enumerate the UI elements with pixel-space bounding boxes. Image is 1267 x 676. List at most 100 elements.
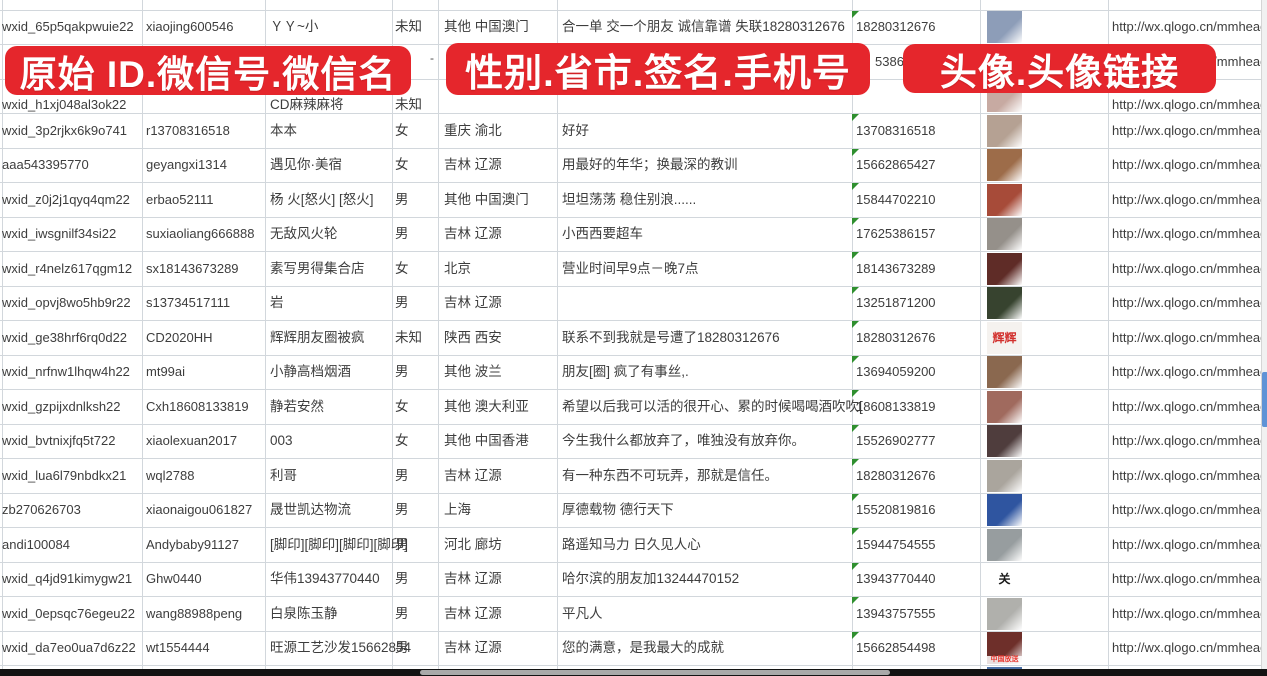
phone-cell[interactable]: 13251871200 — [852, 286, 980, 321]
phone-cell[interactable]: 15844702210 — [852, 183, 980, 217]
signature-cell[interactable]: 小西西要超车 — [557, 218, 852, 252]
signature-cell[interactable]: 哈尔滨的朋友加13244470152 — [557, 563, 852, 597]
avatar-cell[interactable] — [980, 114, 1108, 148]
signature-cell[interactable]: 今生我什么都放弃了，唯独没有放弃你。 — [557, 425, 852, 459]
phone-cell[interactable]: 13943757555 — [852, 597, 980, 631]
phone-cell[interactable]: 13708316518 — [852, 114, 980, 148]
original-id-cell[interactable]: wxid_3p2rjkx6k9o741 — [0, 114, 142, 148]
avatar-url-cell[interactable]: http://wx.qlogo.cn/mmhead — [1108, 494, 1267, 528]
wechat-name-cell[interactable]: 华伟13943770440 — [265, 563, 392, 597]
avatar-cell[interactable] — [980, 425, 1108, 459]
original-id-cell[interactable]: andi100084 — [0, 528, 142, 562]
avatar-url-cell[interactable]: http://wx.qlogo.cn/mmhead — [1108, 80, 1267, 115]
vertical-scrollbar[interactable] — [1261, 0, 1267, 669]
wechat-name-cell[interactable]: 旺源工艺沙发15662854 — [265, 632, 411, 666]
phone-cell[interactable]: 15662854498 — [852, 631, 980, 666]
wechat-id-cell[interactable]: xiaolexuan2017 — [142, 425, 265, 459]
avatar-image[interactable] — [987, 356, 1022, 389]
gender-cell[interactable]: 未知 — [392, 321, 438, 355]
avatar-cell[interactable] — [980, 390, 1108, 424]
gender-cell[interactable]: 男 — [392, 356, 438, 390]
gender-cell[interactable]: 男 — [392, 563, 438, 597]
avatar-url-cell[interactable]: http://wx.qlogo.cn/mmhead — [1108, 597, 1267, 631]
wechat-id-cell[interactable]: wql2788 — [142, 459, 265, 493]
wechat-id-cell[interactable]: geyangxi1314 — [142, 149, 265, 183]
original-id-cell[interactable]: wxid_nrfnw1lhqw4h22 — [0, 356, 142, 390]
gender-cell[interactable]: 未知 — [392, 80, 438, 115]
signature-cell[interactable]: 平凡人 — [557, 597, 852, 631]
avatar-url-cell[interactable]: http://wx.qlogo.cn/mmhead — [1108, 321, 1267, 355]
region-cell[interactable]: 重庆 渝北 — [438, 114, 557, 148]
signature-cell[interactable]: 厚德载物 德行天下 — [557, 494, 852, 528]
wechat-name-cell[interactable]: 素写男得集合店 — [265, 252, 392, 286]
avatar-cell[interactable] — [980, 597, 1108, 631]
wechat-id-cell[interactable]: Cxh18608133819 — [142, 390, 265, 424]
avatar-cell[interactable] — [980, 459, 1108, 493]
region-cell[interactable]: 其他 中国澳门 — [438, 11, 557, 45]
signature-cell[interactable]: 用最好的年华；换最深的教训 — [557, 149, 852, 183]
wechat-name-cell[interactable]: 无敌风火轮 — [265, 218, 392, 252]
wechat-name-cell[interactable]: 晟世凯达物流 — [265, 494, 392, 528]
wechat-id-cell[interactable]: r13708316518 — [142, 114, 265, 148]
gender-cell[interactable]: 男 — [392, 459, 438, 493]
phone-cell[interactable]: 18280312676 — [852, 459, 980, 493]
wechat-id-cell[interactable]: mt99ai — [142, 356, 265, 390]
avatar-cell[interactable] — [980, 149, 1108, 183]
phone-cell[interactable]: 18608133819 — [852, 390, 980, 424]
original-id-cell[interactable]: wxid_gzpijxdnlksh22 — [0, 390, 142, 424]
wechat-id-cell[interactable]: erbao52111 — [142, 183, 265, 217]
avatar-url-cell[interactable]: http://wx.qlogo.cn/mmhead — [1108, 425, 1267, 459]
original-id-cell[interactable]: wxid_r4nelz617qgm12 — [0, 252, 142, 286]
avatar-url-cell[interactable]: http://wx.qlogo.cn/mmhead — [1108, 287, 1267, 321]
original-id-cell[interactable]: wxid_da7eo0ua7d6z22 — [0, 632, 142, 666]
phone-cell[interactable]: 13943770440 — [852, 562, 980, 597]
avatar-cell[interactable] — [980, 356, 1108, 390]
original-id-cell[interactable]: wxid_lua6l79nbdkx21 — [0, 459, 142, 493]
avatar-url-cell[interactable]: http://wx.qlogo.cn/mmhead — [1108, 183, 1267, 217]
gender-cell[interactable]: 男 — [392, 632, 438, 666]
region-cell[interactable]: 吉林 辽源 — [438, 597, 557, 631]
signature-cell[interactable]: 有一种东西不可玩弄，那就是信任。 — [557, 459, 852, 493]
horizontal-scrollbar-thumb[interactable] — [420, 670, 890, 675]
gender-cell[interactable]: 男 — [392, 528, 438, 562]
phone-cell[interactable]: 13694059200 — [852, 355, 980, 390]
original-id-cell[interactable]: wxid_q4jd91kimygw21 — [0, 563, 142, 597]
avatar-image[interactable]: 中国放送 — [987, 632, 1022, 665]
gender-cell[interactable]: 男 — [392, 287, 438, 321]
region-cell[interactable]: 其他 中国香港 — [438, 425, 557, 459]
avatar-url-cell[interactable]: http://wx.qlogo.cn/mmhead, — [1108, 632, 1267, 666]
wechat-name-cell[interactable]: [脚印][脚印][脚印][脚印] — [265, 528, 408, 562]
wechat-name-cell[interactable]: ＹＹ~小 — [265, 11, 392, 45]
avatar-url-cell[interactable]: http://wx.qlogo.cn/mmhead — [1108, 252, 1267, 286]
region-cell[interactable]: 其他 澳大利亚 — [438, 390, 557, 424]
wechat-name-cell[interactable]: 遇见你·美宿 — [265, 149, 392, 183]
avatar-cell[interactable]: 中国放送 — [980, 632, 1108, 666]
avatar-image[interactable] — [987, 183, 1022, 216]
wechat-id-cell[interactable]: xiaonaigou061827 — [142, 494, 265, 528]
wechat-name-cell[interactable]: 辉辉朋友圈被疯 — [265, 321, 392, 355]
avatar-cell[interactable]: 辉辉 — [980, 321, 1108, 355]
signature-cell[interactable]: 您的满意，是我最大的成就 — [557, 632, 852, 666]
phone-cell[interactable]: 18280312676 — [852, 321, 980, 355]
gender-cell[interactable]: 男 — [392, 494, 438, 528]
avatar-url-cell[interactable]: http://wx.qlogo.cn/mmhead — [1108, 149, 1267, 183]
signature-cell[interactable]: 朋友[圈] 疯了有事丝,. — [557, 356, 852, 390]
region-cell[interactable]: 河北 廊坊 — [438, 528, 557, 562]
signature-cell[interactable]: 联系不到我就是号遭了18280312676 — [557, 321, 852, 355]
avatar-cell[interactable] — [980, 528, 1108, 562]
avatar-image[interactable] — [987, 218, 1022, 251]
avatar-image[interactable] — [987, 252, 1022, 285]
region-cell[interactable]: 吉林 辽源 — [438, 563, 557, 597]
wechat-name-cell[interactable]: 利哥 — [265, 459, 392, 493]
avatar-image[interactable] — [987, 149, 1022, 182]
wechat-id-cell[interactable]: xiaojing600546 — [142, 11, 265, 45]
region-cell[interactable]: 吉林 辽源 — [438, 149, 557, 183]
original-id-cell[interactable]: wxid_opvj8wo5hb9r22 — [0, 287, 142, 321]
gender-cell[interactable]: 男 — [392, 183, 438, 217]
avatar-url-cell[interactable]: http://wx.qlogo.cn/mmhead — [1108, 356, 1267, 390]
avatar-image[interactable] — [987, 597, 1022, 630]
avatar-cell[interactable] — [980, 11, 1108, 45]
gender-cell[interactable]: 女 — [392, 149, 438, 183]
gender-cell[interactable]: 男 — [392, 597, 438, 631]
signature-cell[interactable]: 好好 — [557, 114, 852, 148]
